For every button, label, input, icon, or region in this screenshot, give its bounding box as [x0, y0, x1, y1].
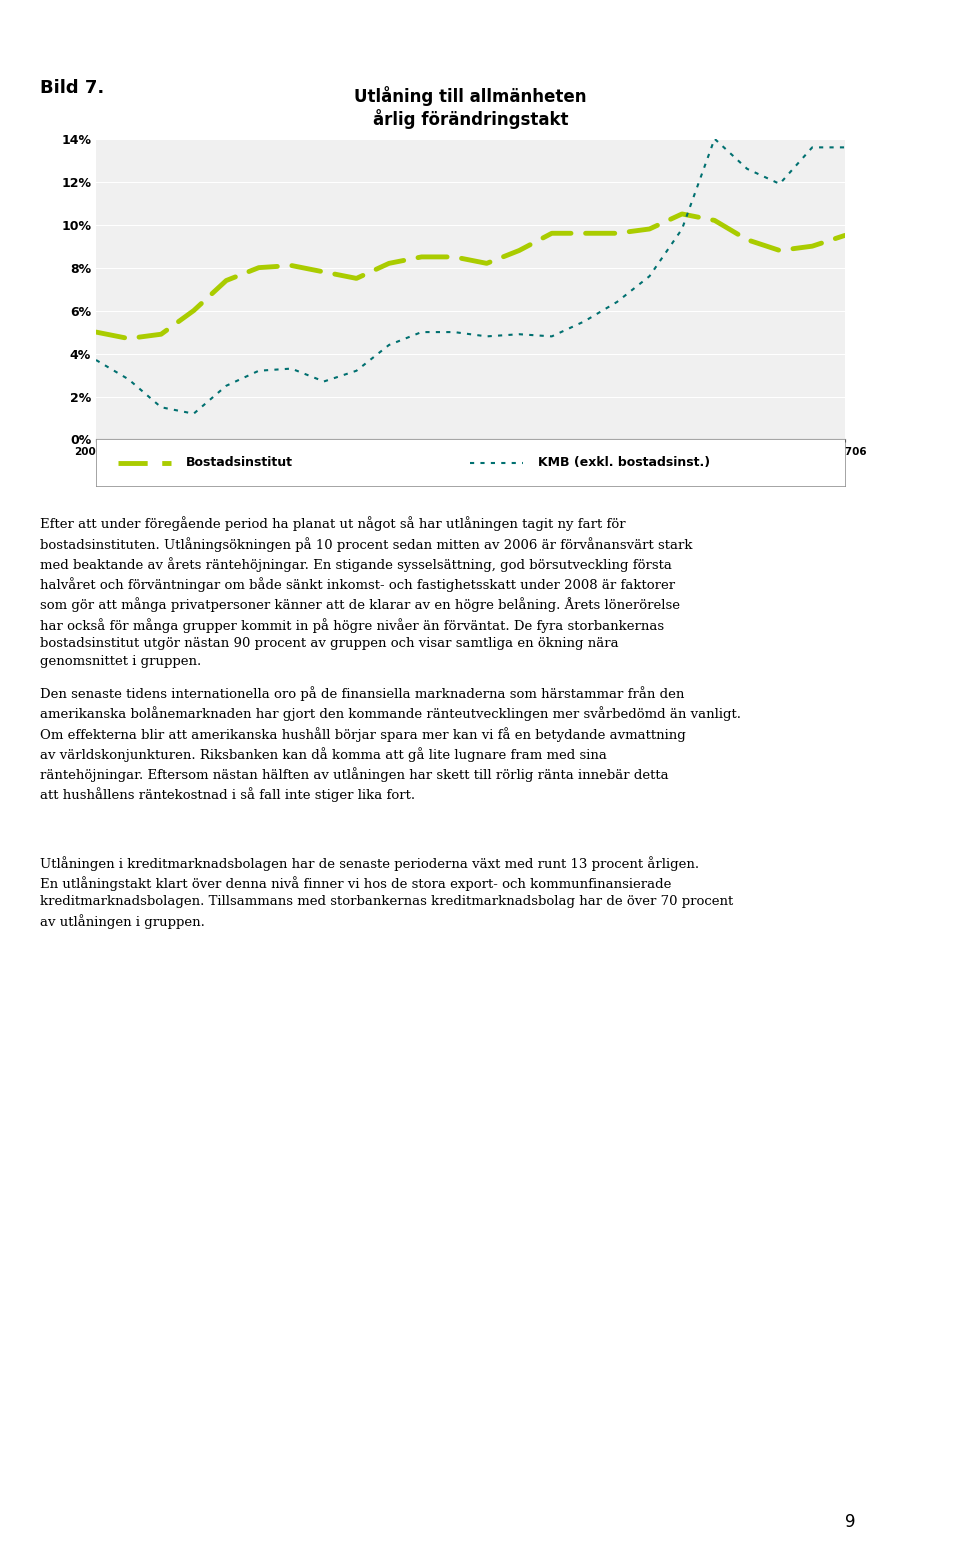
- Text: KMB (exkl. bostadsinst.): KMB (exkl. bostadsinst.): [538, 456, 709, 469]
- Text: Bild 7.: Bild 7.: [40, 79, 105, 97]
- Text: Utlåningen i kreditmarknadsbolagen har de senaste perioderna växt med runt 13 pr: Utlåningen i kreditmarknadsbolagen har d…: [40, 856, 733, 928]
- Text: 9: 9: [845, 1513, 855, 1531]
- Title: Utlåning till allmänheten
årlig förändringstakt: Utlåning till allmänheten årlig förändri…: [354, 86, 587, 130]
- Text: Efter att under föregående period ha planat ut något så har utlåningen tagit ny : Efter att under föregående period ha pla…: [40, 517, 693, 668]
- Text: Den senaste tidens internationella oro på de finansiella marknaderna som härstam: Den senaste tidens internationella oro p…: [40, 686, 741, 802]
- Text: Bostadsinstitut: Bostadsinstitut: [186, 456, 293, 469]
